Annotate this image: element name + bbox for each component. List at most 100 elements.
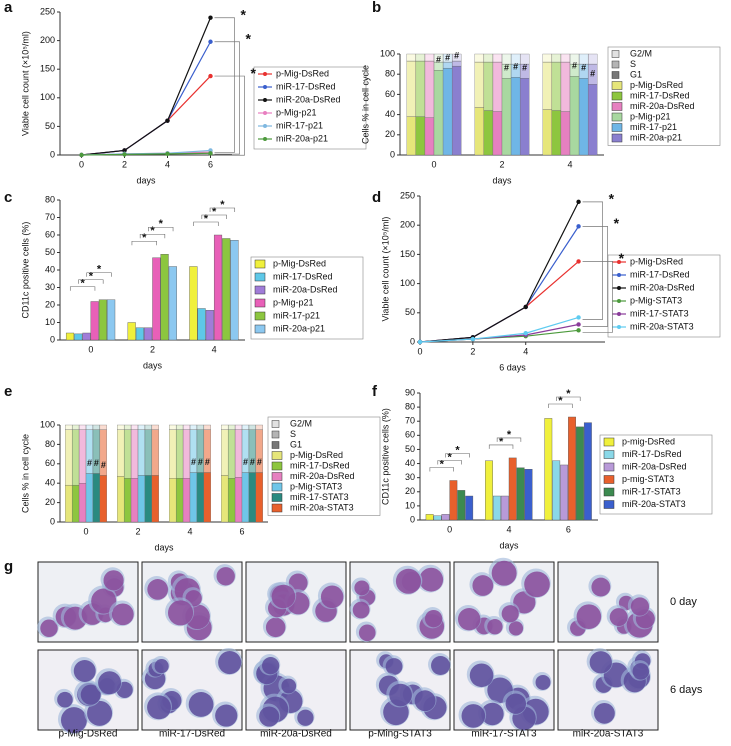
x-tick-label: 6 bbox=[239, 526, 244, 536]
legend-label: p-Mig-p21 bbox=[276, 107, 317, 117]
legend-label: miR-20a-p21 bbox=[276, 133, 328, 143]
bar bbox=[197, 308, 206, 341]
legend-label: miR-20a-DsRed bbox=[622, 461, 687, 471]
legend: G2/MSG1p-Mig-DsRedmiR-17-DsRedmiR-20a-Ds… bbox=[607, 46, 721, 146]
bar-segment bbox=[169, 478, 177, 523]
bar-segment bbox=[117, 424, 125, 430]
legend-marker bbox=[263, 72, 267, 76]
data-point bbox=[208, 151, 213, 156]
bar-segment bbox=[227, 429, 236, 479]
legend-marker bbox=[263, 111, 267, 115]
y-tick-label: 60 bbox=[405, 430, 415, 440]
y-tick-label: 70 bbox=[45, 212, 55, 222]
y-axis-label: Cells % in cell cycle bbox=[20, 434, 30, 513]
data-point bbox=[79, 152, 84, 158]
legend-swatch bbox=[271, 441, 280, 449]
bar-segment bbox=[234, 424, 243, 430]
x-tick-label: 6 bbox=[208, 159, 213, 169]
nucleus bbox=[457, 607, 481, 631]
nucleus bbox=[395, 568, 421, 594]
x-tick-label: 0 bbox=[447, 524, 452, 534]
legend-swatch bbox=[271, 420, 280, 428]
legend-label: p-Mig-DsRed bbox=[290, 450, 343, 460]
bar bbox=[213, 234, 223, 341]
x-tick-label: 2 bbox=[499, 159, 504, 169]
nucleus bbox=[259, 706, 280, 727]
y-tick-label: 0 bbox=[50, 334, 55, 344]
nucleus bbox=[513, 591, 536, 614]
nucleus bbox=[352, 601, 370, 619]
bar-segment bbox=[144, 424, 153, 430]
data-point bbox=[576, 328, 581, 333]
bar bbox=[568, 416, 576, 521]
legend: p-Mig-DsRed miR-17-DsRed miR-20a-DsRed p-Mi… bbox=[250, 256, 364, 340]
bar-segment bbox=[442, 67, 453, 156]
bar-segment bbox=[85, 424, 94, 430]
y-tick-label: 0 bbox=[390, 149, 395, 159]
legend-swatch bbox=[611, 60, 620, 69]
bar-segment bbox=[248, 472, 257, 523]
y-tick-label: 50 bbox=[45, 121, 55, 131]
x-tick-label: 4 bbox=[187, 526, 192, 536]
series-line bbox=[81, 75, 211, 156]
bar-segment bbox=[151, 429, 159, 476]
series-line bbox=[419, 316, 579, 343]
nucleus bbox=[320, 585, 344, 609]
legend-box bbox=[607, 254, 721, 338]
nucleus bbox=[524, 571, 550, 598]
annotation-mark: # bbox=[504, 63, 509, 73]
legend-box bbox=[250, 256, 364, 340]
y-tick-label: 60 bbox=[385, 89, 395, 99]
legend-swatch bbox=[603, 475, 615, 484]
bar-segment bbox=[144, 475, 153, 523]
y-tick-label: 70 bbox=[405, 416, 415, 426]
annotation-mark: # bbox=[101, 460, 106, 470]
bar-segment bbox=[474, 61, 485, 108]
data-point bbox=[122, 148, 127, 153]
bar-segment bbox=[123, 429, 132, 479]
nucleus bbox=[591, 577, 611, 597]
legend-label: G2/M bbox=[290, 418, 312, 428]
legend: p-Mig-DsRed miR-17-DsRed miR-20a-DsRed p-Mi… bbox=[253, 66, 367, 150]
legend-box bbox=[267, 416, 381, 516]
data-point bbox=[576, 322, 581, 327]
bar-segment bbox=[587, 53, 598, 65]
legend-swatch bbox=[611, 133, 623, 143]
column-label: miR-17-DsRed bbox=[159, 729, 225, 740]
legend-swatch bbox=[271, 493, 283, 502]
legend-swatch bbox=[611, 112, 623, 122]
legend-swatch bbox=[611, 91, 623, 101]
nucleus bbox=[472, 575, 494, 596]
x-tick-label: 2 bbox=[150, 344, 155, 354]
legend-marker bbox=[263, 85, 267, 89]
data-point bbox=[470, 336, 476, 342]
significance-bracket bbox=[214, 41, 240, 155]
bar-segment bbox=[483, 110, 494, 156]
significance-bracket bbox=[488, 444, 514, 449]
data-point bbox=[576, 224, 581, 229]
x-tick-label: 4 bbox=[165, 159, 170, 169]
bar bbox=[544, 418, 553, 521]
nucleus bbox=[167, 600, 194, 626]
data-point bbox=[576, 259, 581, 264]
significance-star: * bbox=[440, 458, 445, 470]
bar-segment bbox=[424, 60, 435, 118]
legend-label: p-Mig-p21 bbox=[273, 297, 314, 307]
nucleus bbox=[40, 619, 58, 637]
y-tick-label: 250 bbox=[40, 6, 55, 16]
bar-segment bbox=[241, 472, 250, 523]
legend-label: S bbox=[630, 59, 636, 69]
nucleus bbox=[60, 707, 87, 734]
significance-bracket bbox=[214, 75, 245, 156]
significance-star: * bbox=[507, 429, 512, 441]
bar bbox=[516, 467, 525, 521]
nucleus bbox=[630, 597, 650, 616]
bar bbox=[222, 238, 231, 341]
significance-star: * bbox=[558, 395, 563, 407]
bar-segment bbox=[234, 429, 243, 478]
bar-segment bbox=[182, 429, 191, 479]
legend-label: p-Mig-DsRed bbox=[276, 68, 329, 78]
x-tick-label: 0 bbox=[79, 159, 84, 169]
nucleus bbox=[73, 659, 96, 682]
